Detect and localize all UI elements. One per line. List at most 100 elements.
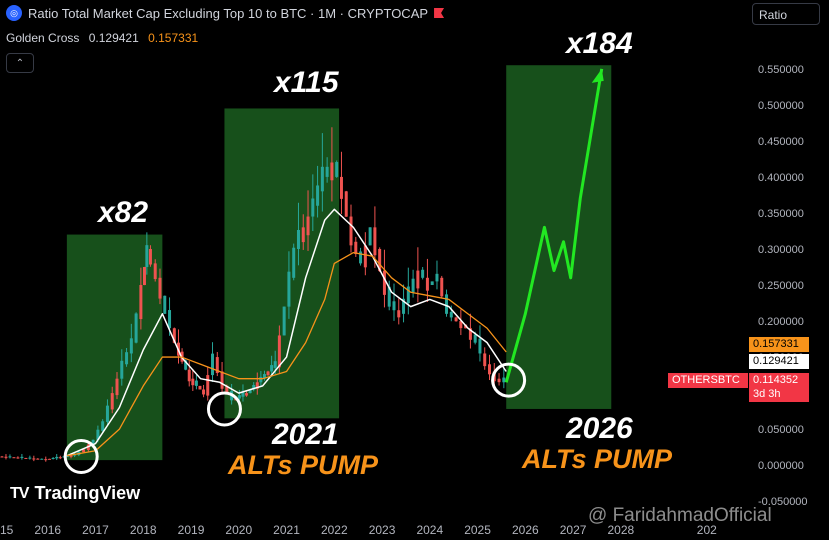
- candle-body: [129, 338, 133, 354]
- candle-body: [211, 353, 215, 376]
- year-label-2026: 2026: [566, 412, 633, 445]
- candle-body: [51, 458, 55, 460]
- candle-body: [296, 230, 300, 249]
- candle-body: [24, 457, 28, 459]
- collapse-legend-button[interactable]: ⌃: [6, 53, 34, 73]
- candle-body: [44, 459, 48, 461]
- candle-body: [96, 429, 100, 440]
- candle-body: [248, 389, 252, 394]
- x-tick-label: 2020: [225, 523, 252, 537]
- candle-body: [91, 439, 95, 445]
- candle-body: [145, 245, 149, 267]
- x-tick-label: 2022: [321, 523, 348, 537]
- candle-body: [58, 457, 62, 459]
- y-tick-label: 0.050000: [758, 424, 804, 436]
- candle-body: [344, 191, 348, 217]
- candle-body: [153, 263, 157, 280]
- candle-body: [20, 456, 24, 458]
- candle-body: [110, 393, 114, 410]
- y-tick-label: 0.350000: [758, 208, 804, 220]
- candle-body: [139, 285, 143, 320]
- symbol-icon[interactable]: ◎: [6, 5, 22, 21]
- multiplier-label-1: x82: [98, 196, 149, 229]
- price-badge-slow-ma: 0.157331: [749, 337, 809, 352]
- candle-body: [120, 360, 124, 379]
- candle-body: [301, 227, 305, 243]
- candle-body: [187, 369, 191, 382]
- candle-body: [266, 371, 270, 376]
- candle-body: [397, 310, 401, 318]
- candle-body: [32, 458, 36, 460]
- y-tick-label: 0.450000: [758, 136, 804, 148]
- indicator-value-fast: 0.129421: [88, 31, 139, 45]
- chevron-up-icon: ⌃: [15, 57, 25, 69]
- candle-body: [252, 385, 256, 390]
- candle-body: [55, 456, 59, 459]
- candle-body: [488, 364, 492, 375]
- flag-icon[interactable]: [434, 8, 445, 18]
- candle-body: [245, 393, 249, 396]
- candle-body: [273, 361, 277, 368]
- candle-body: [430, 281, 434, 286]
- symbol-badge: OTHERSBTC: [668, 373, 748, 388]
- x-tick-label: 2016: [34, 523, 61, 537]
- candle-body: [421, 269, 425, 278]
- multiplier-label-3: x184: [566, 27, 633, 60]
- candle-body: [40, 458, 44, 460]
- candle-body: [12, 457, 16, 459]
- price-badge-fast-ma: 0.129421: [749, 354, 809, 369]
- pump-box-2: [224, 108, 340, 419]
- candle-body: [194, 380, 198, 386]
- candle-body: [82, 449, 86, 453]
- tradingview-logo[interactable]: TV TradingView: [10, 483, 140, 504]
- y-tick-label: -0.050000: [758, 496, 808, 508]
- year-label-2021: 2021: [272, 418, 339, 451]
- candle-body: [440, 277, 444, 297]
- candle-body: [163, 295, 167, 314]
- y-tick-label: 0.300000: [758, 244, 804, 256]
- candle-body: [483, 353, 487, 367]
- candle-body: [406, 286, 410, 304]
- candle-body: [16, 457, 20, 459]
- highlight-circle-1: [63, 439, 99, 475]
- candle-body: [65, 456, 69, 458]
- y-tick-label: 0.200000: [758, 316, 804, 328]
- candle-body: [435, 273, 439, 282]
- ma-slow-line: [66, 251, 507, 457]
- y-tick-label: 0.000000: [758, 460, 804, 472]
- candle-body: [69, 455, 73, 457]
- candle-body: [206, 375, 210, 396]
- candle-body: [392, 301, 396, 311]
- x-tick-label: 2028: [607, 523, 634, 537]
- candle-body: [306, 216, 310, 236]
- candle-body: [363, 245, 367, 268]
- indicator-legend[interactable]: Golden Cross 0.129421 0.157331: [6, 31, 198, 45]
- candle-body: [191, 378, 195, 386]
- highlight-circle-3: [491, 362, 527, 398]
- candle-body: [473, 334, 477, 343]
- candle-body: [459, 321, 463, 329]
- pump-label-2026: ALTs PUMP: [522, 444, 673, 474]
- candle-body: [48, 458, 52, 460]
- projection-line: [504, 68, 604, 383]
- candle-body: [311, 198, 315, 217]
- candle-body: [259, 376, 263, 383]
- candle-body: [497, 378, 501, 383]
- candle-body: [387, 286, 391, 307]
- ratio-scale-button[interactable]: Ratio: [752, 3, 820, 25]
- candle-body: [125, 352, 129, 365]
- y-tick-label: 0.550000: [758, 64, 804, 76]
- candle-body: [316, 185, 320, 206]
- candle-body: [237, 395, 241, 399]
- candle-body: [287, 271, 291, 307]
- x-tick-label: 2018: [130, 523, 157, 537]
- indicator-name: Golden Cross: [6, 31, 80, 45]
- watermark: @ FaridahmadOfficial: [588, 505, 772, 526]
- candle-body: [449, 311, 453, 318]
- candle-body: [402, 298, 406, 314]
- candle-body: [349, 216, 353, 246]
- candle-body: [158, 277, 162, 299]
- candle-body: [382, 270, 386, 295]
- candle-body: [220, 371, 224, 389]
